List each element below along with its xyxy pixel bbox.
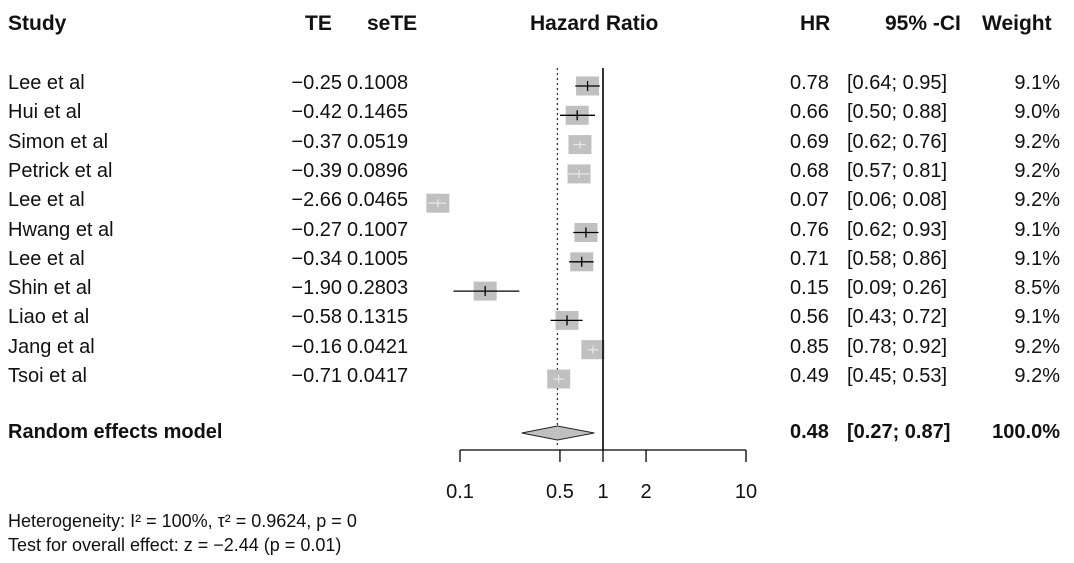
te-value: −0.34 [291,248,342,270]
hr-value: 0.15 [790,277,829,299]
weight-value: 9.2% [1014,336,1060,358]
study-name: Lee et al [8,248,85,270]
weight-value: 9.1% [1014,248,1060,270]
te-value: −0.39 [291,160,342,182]
study-name: Hui et al [8,101,82,123]
weight-value: 9.1% [1014,72,1060,94]
hr-value: 0.78 [790,72,829,94]
te-value: −0.16 [291,336,342,358]
study-name: Hwang et al [8,219,114,241]
ci-value: [0.50; 0.88] [847,101,948,123]
header-study: Study [8,12,67,35]
header-ci: 95% -CI [885,12,961,35]
x-axis-tick-label: 0.5 [546,481,574,503]
study-name: Simon et al [8,131,109,153]
study-name: Lee et al [8,72,85,94]
study-name: Tsoi et al [8,365,87,387]
header-sete: seTE [367,12,418,35]
sete-value: 0.0519 [347,131,409,153]
header-hazard-ratio: Hazard Ratio [530,12,659,35]
ci-value: [0.62; 0.76] [847,131,948,153]
ci-value: [0.62; 0.93] [847,219,948,241]
x-axis-tick-label: 1 [597,481,608,503]
weight-value: 9.2% [1014,160,1060,182]
te-value: −0.25 [291,72,342,94]
sete-value: 0.0421 [347,336,409,358]
weight-value: 8.5% [1014,277,1060,299]
ci-value: [0.78; 0.92] [847,336,948,358]
ci-value: [0.45; 0.53] [847,365,948,387]
te-value: −0.42 [291,101,342,123]
ci-value: [0.57; 0.81] [847,160,948,182]
te-value: −1.90 [291,277,342,299]
hr-value: 0.68 [790,160,829,182]
weight-value: 9.2% [1014,365,1060,387]
overall-effect-text: Test for overall effect: z = −2.44 (p = … [8,535,342,555]
sete-value: 0.0896 [347,160,409,182]
te-value: −0.58 [291,306,342,328]
summary-weight: 100.0% [992,421,1060,443]
header-te: TE [305,12,332,35]
ci-value: [0.58; 0.86] [847,248,948,270]
pooled-diamond [521,425,595,441]
hr-value: 0.07 [790,189,829,211]
header-hr: HR [800,12,831,35]
hr-value: 0.69 [790,131,829,153]
ci-value: [0.43; 0.72] [847,306,948,328]
te-value: −0.37 [291,131,342,153]
hr-value: 0.76 [790,219,829,241]
weight-value: 9.0% [1014,101,1060,123]
study-name: Liao et al [8,306,90,328]
sete-value: 0.1008 [347,72,409,94]
study-name: Lee et al [8,189,85,211]
sete-value: 0.1005 [347,248,409,270]
ci-value: [0.64; 0.95] [847,72,948,94]
hr-value: 0.71 [790,248,829,270]
hr-value: 0.56 [790,306,829,328]
weight-value: 9.2% [1014,189,1060,211]
summary-ci: [0.27; 0.87] [847,421,951,443]
heterogeneity-text: Heterogeneity: I² = 100%, τ² = 0.9624, p… [8,511,357,531]
hr-value: 0.49 [790,365,829,387]
sete-value: 0.1007 [347,219,409,241]
weight-value: 9.1% [1014,306,1060,328]
x-axis-tick-label: 2 [640,481,651,503]
ci-value: [0.09; 0.26] [847,277,948,299]
x-axis-tick-label: 10 [735,481,757,503]
study-name: Petrick et al [8,160,113,182]
weight-value: 9.1% [1014,219,1060,241]
summary-label: Random effects model [8,421,223,443]
header-weight: Weight [982,12,1052,35]
sete-value: 0.1315 [347,306,409,328]
sete-value: 0.0465 [347,189,409,211]
weight-value: 9.2% [1014,131,1060,153]
sete-value: 0.2803 [347,277,409,299]
study-name: Jang et al [8,336,95,358]
te-value: −0.71 [291,365,342,387]
sete-value: 0.0417 [347,365,409,387]
x-axis-tick-label: 0.1 [446,481,474,503]
ci-value: [0.06; 0.08] [847,189,948,211]
summary-hr: 0.48 [790,421,829,443]
study-name: Shin et al [8,277,92,299]
hr-value: 0.66 [790,101,829,123]
te-value: −0.27 [291,219,342,241]
hr-value: 0.85 [790,336,829,358]
te-value: −2.66 [291,189,342,211]
sete-value: 0.1465 [347,101,409,123]
